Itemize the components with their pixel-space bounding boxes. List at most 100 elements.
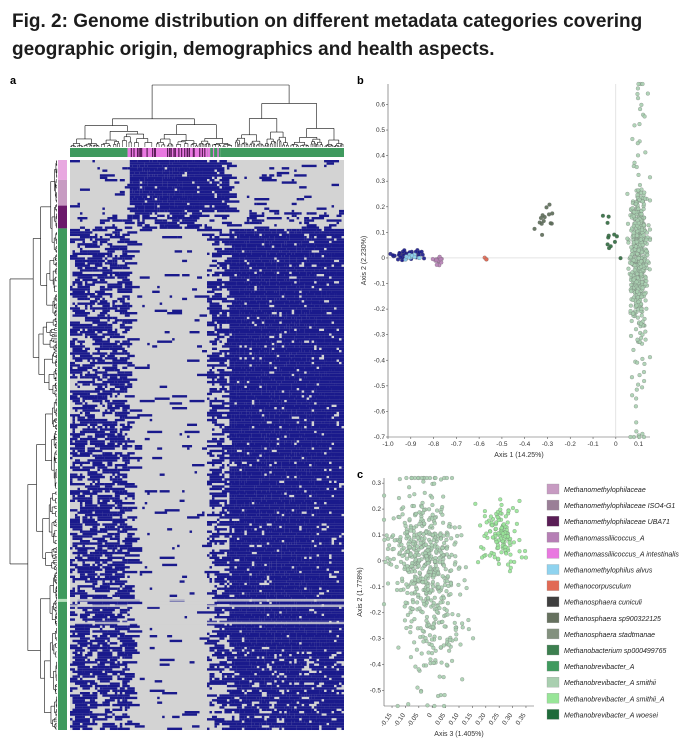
panel-c-point	[427, 475, 432, 481]
panel-b-point	[629, 282, 634, 287]
panel-c-point	[492, 555, 497, 560]
panel-c-point	[496, 561, 501, 566]
panel-c-point	[407, 485, 412, 490]
panel-c-point	[488, 529, 493, 534]
x-tick-label: 0.30	[501, 712, 514, 727]
panel-b-point	[626, 240, 631, 245]
panel-c-point	[433, 475, 438, 481]
panel-c-point	[385, 581, 391, 586]
panel-c-point	[498, 507, 503, 512]
panel-c-point	[398, 588, 403, 593]
panel-b-point	[634, 420, 639, 425]
panel-b-point	[636, 81, 641, 87]
panel-b-point	[402, 248, 407, 253]
panel-c-point	[517, 549, 522, 554]
panel-b-point	[646, 223, 651, 228]
panel-c-point	[476, 560, 481, 565]
panel-c-point	[441, 520, 446, 525]
panel-c-point	[440, 545, 445, 551]
panel-c-point	[466, 627, 471, 632]
panel-c-point	[453, 627, 458, 632]
panel-label-b: b	[357, 75, 364, 87]
panel-b-point	[608, 244, 613, 249]
y-tick-label: -0.5	[374, 383, 386, 390]
panel-b-point	[630, 393, 635, 398]
legend-swatch	[546, 596, 560, 607]
x-tick-label: 0.15	[461, 712, 474, 727]
panel-c-point	[396, 496, 401, 501]
panel-c-point	[457, 525, 462, 530]
panel-c-point	[441, 675, 446, 680]
panel-c-point	[445, 601, 450, 606]
panel-c-point	[490, 523, 495, 528]
y-tick-label: -0.4	[370, 662, 382, 669]
panel-b-point	[631, 277, 636, 282]
panel-b-point	[438, 257, 443, 262]
panel-c-point	[499, 550, 504, 555]
panel-b-point	[635, 192, 640, 197]
panel-b-point	[430, 257, 435, 262]
panel-b-point	[642, 361, 647, 366]
panel-b-point	[605, 220, 610, 225]
panel-b-point	[412, 255, 417, 260]
legend-swatch	[546, 660, 560, 672]
panel-b-point	[641, 223, 646, 228]
panel-b-point	[631, 258, 636, 263]
panel-c-point	[416, 553, 421, 558]
panel-b-point	[637, 122, 642, 127]
panel-b-point	[398, 255, 403, 260]
panel-b-point	[637, 182, 642, 188]
panel-c-point	[490, 535, 495, 540]
panel-c-point	[401, 546, 406, 551]
panel-c-point	[426, 561, 431, 566]
panel-c-point	[431, 584, 436, 589]
panel-c-point	[487, 553, 492, 558]
panel-c-point	[411, 600, 416, 605]
panel-c-point	[460, 621, 465, 626]
x-tick-label: -0.8	[428, 441, 440, 448]
panel-c-point	[427, 633, 432, 638]
column-dendrogram	[70, 84, 344, 147]
panel-b-point	[532, 226, 537, 231]
panel-b-point	[544, 205, 549, 210]
panel-b-point	[614, 234, 619, 239]
panel-c-point	[428, 540, 433, 545]
panel-c-point	[417, 522, 422, 527]
x-tick-label: -0.05	[406, 712, 420, 728]
panel-b-point	[636, 206, 641, 211]
panel-c-point	[449, 475, 455, 481]
y-tick-label: -0.6	[374, 408, 386, 415]
panel-b-point	[631, 214, 636, 219]
panel-c-point	[437, 636, 442, 641]
panel-c-point	[494, 520, 499, 525]
panel-c-point	[413, 590, 418, 595]
panel-c-point	[488, 514, 493, 519]
panel-b-point	[640, 385, 645, 390]
panel-b-point	[635, 153, 641, 158]
panel-c-point	[511, 540, 516, 545]
panel-c-point	[442, 541, 447, 546]
heatmap-panel: a	[9, 75, 344, 731]
x-tick-label: -0.1	[587, 441, 599, 448]
pcoa-panel-b: b -1.0 -0.9 -0.8 -0.7 -0.6 -0.5 -0.4 -0.3 -0.2 -0…	[357, 75, 653, 459]
panel-b-point	[634, 239, 639, 244]
panel-b-point	[641, 207, 646, 212]
panel-b-point	[628, 309, 633, 314]
panel-c-point	[430, 625, 435, 630]
x-tick-label: 0.35	[515, 712, 528, 727]
panel-c-point	[434, 609, 439, 614]
panel-c-point	[495, 515, 500, 520]
panel-b-point	[628, 333, 634, 338]
panel-c-point	[480, 555, 485, 560]
legend-label: Methanosphaera stadtmanae	[564, 632, 655, 639]
panel-c-point	[403, 600, 408, 605]
y-tick-label: 0.3	[372, 480, 381, 487]
panel-c-point	[391, 533, 396, 538]
panel-b-point	[647, 227, 653, 232]
x-tick-label: -0.6	[474, 441, 486, 448]
panel-b-point	[629, 319, 634, 324]
panel-b-y-axis-label: Axis 2 (2.230%)	[361, 236, 368, 285]
panel-b-point	[635, 289, 640, 294]
panel-c-point	[458, 592, 463, 597]
panel-c-point	[406, 702, 411, 707]
